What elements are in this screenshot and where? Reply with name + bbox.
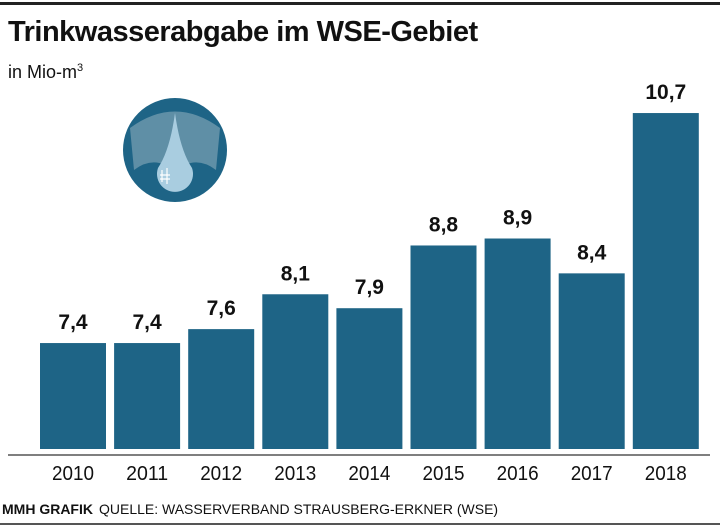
credit-label: MMH GRAFIK bbox=[2, 501, 93, 517]
data-label: 7,6 bbox=[207, 297, 236, 320]
bar-2018 bbox=[632, 113, 699, 450]
data-label: 7,9 bbox=[355, 276, 384, 299]
footer: MMH GRAFIK QUELLE: WASSERVERBAND STRAUSBE… bbox=[2, 501, 498, 517]
chart-title: Trinkwasserabgabe im WSE-Gebiet bbox=[8, 16, 478, 48]
unit-superscript: 3 bbox=[77, 62, 84, 74]
data-label: 8,4 bbox=[577, 241, 607, 264]
x-tick-label: 2018 bbox=[645, 463, 687, 485]
bar-2011 bbox=[114, 343, 181, 449]
bar-2017 bbox=[558, 273, 625, 449]
unit-label: in Mio-m3 bbox=[8, 62, 83, 83]
x-tick-label: 2011 bbox=[126, 463, 168, 485]
x-tick-label: 2016 bbox=[497, 463, 539, 485]
x-tick-label: 2017 bbox=[571, 463, 613, 485]
x-tick-label: 2010 bbox=[52, 463, 94, 485]
bar-2010 bbox=[40, 343, 106, 449]
water-drop-icon bbox=[123, 98, 227, 202]
data-label: 10,7 bbox=[645, 81, 686, 104]
bar-2013 bbox=[262, 294, 329, 449]
x-tick-label: 2014 bbox=[348, 463, 390, 485]
top-rule bbox=[0, 2, 720, 5]
data-label: 8,1 bbox=[281, 262, 311, 285]
data-label: 7,4 bbox=[132, 311, 162, 334]
data-label: 7,4 bbox=[58, 311, 88, 334]
bar-2016 bbox=[484, 238, 551, 449]
data-label: 8,9 bbox=[503, 207, 532, 230]
data-label: 8,8 bbox=[429, 213, 459, 236]
bar-2012 bbox=[188, 329, 255, 449]
bottom-rule bbox=[0, 523, 720, 525]
x-tick-label: 2015 bbox=[423, 463, 465, 485]
unit-text: in Mio-m bbox=[8, 62, 78, 82]
bar-2014 bbox=[336, 308, 403, 449]
x-tick-label: 2013 bbox=[274, 463, 316, 485]
x-tick-label: 2012 bbox=[200, 463, 242, 485]
source-label: QUELLE: WASSERVERBAND STRAUSBERG-ERKNER … bbox=[99, 501, 499, 517]
bar-2015 bbox=[410, 245, 477, 449]
